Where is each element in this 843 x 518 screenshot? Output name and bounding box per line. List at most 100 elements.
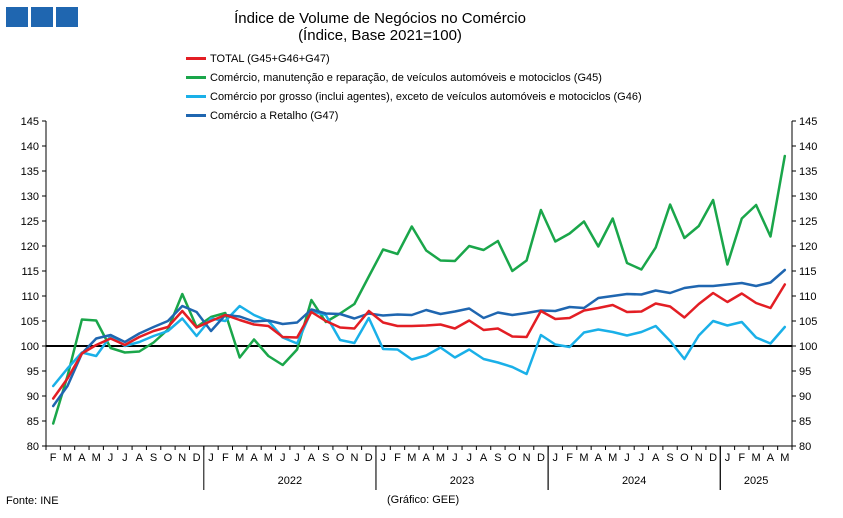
x-tick-label: M bbox=[235, 452, 244, 464]
chart-title-block: Índice de Volume de Negócios no Comércio… bbox=[0, 10, 760, 44]
x-tick-label: A bbox=[480, 452, 488, 464]
y-tick-label-left: 120 bbox=[21, 241, 39, 253]
x-tick-label: F bbox=[394, 452, 401, 464]
x-tick-label: D bbox=[709, 452, 717, 464]
y-tick-label-right: 110 bbox=[799, 291, 817, 303]
legend-label-g47: Comércio a Retalho (G47) bbox=[210, 109, 339, 122]
x-tick-label: M bbox=[407, 452, 416, 464]
x-tick-label: D bbox=[193, 452, 201, 464]
y-tick-label-right: 100 bbox=[799, 341, 817, 353]
x-tick-label: A bbox=[136, 452, 144, 464]
series-g45-line bbox=[51, 154, 787, 425]
legend-swatch-g45 bbox=[186, 76, 206, 79]
legend-label-total: TOTAL (G45+G46+G47) bbox=[210, 52, 330, 65]
x-tick-label: J bbox=[280, 452, 286, 464]
x-tick-label: A bbox=[250, 452, 258, 464]
logo-block bbox=[56, 7, 78, 27]
x-tick-label: F bbox=[566, 452, 573, 464]
legend-swatch-g47 bbox=[186, 114, 206, 117]
logo-block bbox=[31, 7, 53, 27]
legend-item-g47: Comércio a Retalho (G47) bbox=[186, 106, 642, 125]
x-tick-label: M bbox=[264, 452, 273, 464]
y-tick-label-left: 125 bbox=[21, 216, 39, 228]
x-tick-label: J bbox=[208, 452, 214, 464]
y-tick-label-left: 90 bbox=[27, 391, 39, 403]
series-g46-line bbox=[51, 304, 787, 388]
x-tick-label: J bbox=[108, 452, 114, 464]
year-label: 2025 bbox=[744, 475, 768, 487]
series-total-line bbox=[51, 283, 787, 400]
y-tick-label-right: 140 bbox=[799, 141, 817, 153]
y-tick-label-right: 105 bbox=[799, 316, 817, 328]
x-tick-label: M bbox=[92, 452, 101, 464]
x-tick-label: F bbox=[738, 452, 745, 464]
x-tick-label: J bbox=[466, 452, 472, 464]
x-tick-label: A bbox=[423, 452, 431, 464]
chart-subtitle: (Índice, Base 2021=100) bbox=[298, 27, 462, 44]
x-tick-label: S bbox=[150, 452, 157, 464]
y-tick-label-left: 95 bbox=[27, 366, 39, 378]
y-tick-label-left: 135 bbox=[21, 166, 39, 178]
y-tick-label-left: 100 bbox=[21, 341, 39, 353]
y-tick-label-right: 80 bbox=[799, 441, 811, 453]
legend-item-g46: Comércio por grosso (inclui agentes), ex… bbox=[186, 87, 642, 106]
year-label: 2024 bbox=[622, 475, 646, 487]
x-tick-label: J bbox=[553, 452, 559, 464]
x-tick-label: S bbox=[322, 452, 329, 464]
legend-swatch-total bbox=[186, 57, 206, 60]
series-g47-line bbox=[51, 268, 787, 408]
x-tick-label: J bbox=[725, 452, 731, 464]
x-tick-label: S bbox=[666, 452, 673, 464]
legend-label-g46: Comércio por grosso (inclui agentes), ex… bbox=[210, 90, 642, 103]
x-tick-label: M bbox=[579, 452, 588, 464]
x-tick-label: M bbox=[780, 452, 789, 464]
x-tick-label: M bbox=[752, 452, 761, 464]
x-tick-label: J bbox=[380, 452, 386, 464]
x-tick-label: J bbox=[639, 452, 645, 464]
legend-swatch-g46 bbox=[186, 95, 206, 98]
x-tick-label: N bbox=[523, 452, 531, 464]
x-tick-label: S bbox=[494, 452, 501, 464]
x-tick-label: F bbox=[222, 452, 229, 464]
x-tick-label: D bbox=[537, 452, 545, 464]
x-tick-label: J bbox=[122, 452, 128, 464]
x-tick-label: M bbox=[63, 452, 72, 464]
y-tick-label-left: 115 bbox=[21, 266, 39, 278]
x-tick-label: O bbox=[680, 452, 689, 464]
x-tick-label: O bbox=[508, 452, 517, 464]
legend: TOTAL (G45+G46+G47) Comércio, manutenção… bbox=[186, 49, 642, 125]
chart-title: Índice de Volume de Negócios no Comércio bbox=[234, 10, 526, 27]
y-tick-label-right: 125 bbox=[799, 216, 817, 228]
y-tick-label-left: 130 bbox=[21, 191, 39, 203]
y-tick-label-right: 130 bbox=[799, 191, 817, 203]
y-tick-label-right: 90 bbox=[799, 391, 811, 403]
x-tick-label: N bbox=[178, 452, 186, 464]
x-tick-label: F bbox=[50, 452, 57, 464]
x-tick-label: O bbox=[336, 452, 345, 464]
y-tick-label-left: 110 bbox=[21, 291, 39, 303]
y-tick-label-left: 80 bbox=[27, 441, 39, 453]
y-tick-label-right: 95 bbox=[799, 366, 811, 378]
y-tick-label-right: 135 bbox=[799, 166, 817, 178]
x-tick-label: M bbox=[436, 452, 445, 464]
legend-item-g45: Comércio, manutenção e reparação, de veí… bbox=[186, 68, 642, 87]
y-tick-label-left: 105 bbox=[21, 316, 39, 328]
y-tick-label-right: 145 bbox=[799, 116, 817, 128]
year-label: 2023 bbox=[450, 475, 474, 487]
y-tick-label-left: 145 bbox=[21, 116, 39, 128]
x-tick-label: J bbox=[624, 452, 630, 464]
y-tick-label-left: 140 bbox=[21, 141, 39, 153]
legend-item-total: TOTAL (G45+G46+G47) bbox=[186, 49, 642, 68]
x-tick-label: M bbox=[608, 452, 617, 464]
y-tick-label-left: 85 bbox=[27, 416, 39, 428]
x-tick-label: J bbox=[294, 452, 300, 464]
logo-block bbox=[6, 7, 28, 27]
x-tick-label: D bbox=[365, 452, 373, 464]
x-tick-label: J bbox=[452, 452, 458, 464]
x-tick-label: N bbox=[350, 452, 358, 464]
legend-label-g45: Comércio, manutenção e reparação, de veí… bbox=[210, 71, 602, 84]
x-tick-label: A bbox=[308, 452, 316, 464]
y-tick-label-right: 120 bbox=[799, 241, 817, 253]
x-tick-label: A bbox=[78, 452, 86, 464]
